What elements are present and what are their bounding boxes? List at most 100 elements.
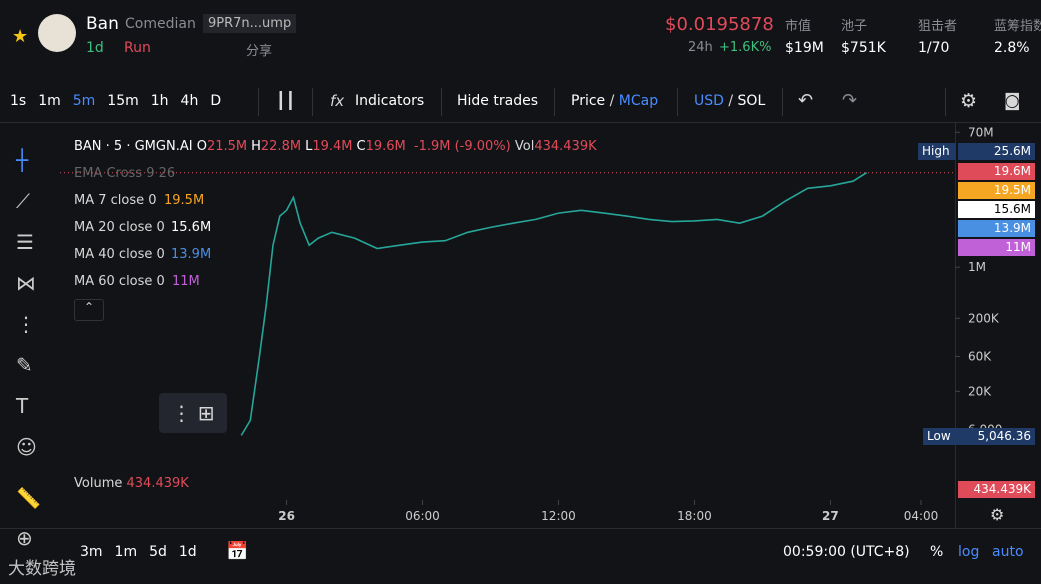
price-mcap[interactable]: Price / MCap: [571, 93, 659, 109]
interval[interactable]: 1h: [150, 93, 169, 109]
drawing-tools[interactable]: ┼ ⟋ ☰ ⋈ ⋮ ✎ T ☺: [16, 148, 37, 459]
floating-toolbar[interactable]: ⋮ ⊞: [159, 393, 227, 433]
separator: [258, 88, 259, 116]
collapse-legend[interactable]: ⌃: [74, 299, 104, 321]
interval[interactable]: 1m: [38, 93, 61, 109]
camera[interactable]: ◙: [1004, 91, 1021, 111]
x-tick-label: 18:00: [677, 509, 712, 523]
x-tick-label: 06:00: [405, 509, 440, 523]
calendar-icon[interactable]: 📅: [226, 541, 249, 562]
range[interactable]: 3m: [80, 544, 103, 560]
symbol: BAN · 5 · GMGN.AI: [74, 139, 193, 154]
separator: [945, 88, 946, 116]
percent[interactable]: %: [930, 544, 944, 560]
separator: [782, 88, 783, 116]
candle-icon[interactable]: ┃┃: [276, 91, 296, 110]
vol-label: Vol: [514, 139, 535, 154]
low-label: Low: [923, 428, 958, 445]
ohlc-value: 21.5M: [206, 139, 248, 154]
age: 1d: [86, 40, 104, 56]
watermark: 大数跨境: [8, 559, 76, 579]
price: $0.0195878: [665, 14, 774, 35]
ma-value: 15.6M: [171, 220, 212, 235]
interval[interactable]: D: [210, 93, 222, 109]
indicators[interactable]: Indicators: [355, 93, 425, 109]
divider: [0, 528, 1041, 529]
volume-name: Volume: [74, 476, 123, 491]
stat-value: $751K: [841, 40, 886, 56]
ma-value: 19.5M: [164, 193, 205, 208]
token-tag: Comedian: [125, 16, 196, 32]
range[interactable]: 5d: [149, 544, 167, 560]
range[interactable]: 1d: [178, 544, 197, 560]
level-badge: 13.9M: [958, 220, 1035, 237]
currency[interactable]: USD / SOL: [694, 93, 766, 109]
plot-border: [955, 122, 956, 528]
ohlc-key: H: [251, 139, 261, 154]
ohlc-key: O: [196, 139, 207, 154]
intervals: 1s 1m 5m 15m 1h 4h D: [10, 93, 233, 109]
range[interactable]: 1m: [114, 544, 138, 560]
high-badge: High 25.6M: [918, 143, 1035, 160]
ma-name: MA 7 close 0: [74, 193, 157, 208]
x-tick-label: 12:00: [541, 509, 576, 523]
auto[interactable]: auto: [992, 544, 1024, 560]
log[interactable]: log: [958, 544, 980, 560]
redo[interactable]: ↷: [842, 90, 858, 111]
interval[interactable]: 15m: [107, 93, 139, 109]
volume-badge: 434.439K: [958, 481, 1035, 498]
separator: [554, 88, 555, 116]
undo[interactable]: ↶: [798, 90, 814, 111]
hide-trades[interactable]: Hide trades: [457, 93, 538, 109]
share[interactable]: 分享: [246, 44, 273, 59]
stat-value: $19M: [785, 40, 824, 56]
divider: [0, 122, 1041, 123]
stat-label: 蓝筹指数: [994, 19, 1041, 34]
status: Run: [124, 40, 151, 56]
ohlc-key: L: [305, 139, 313, 154]
low-badge: Low 5,046.36: [923, 428, 1035, 445]
change: +1.6K%: [719, 40, 772, 55]
ma-name: MA 60 close 0: [74, 274, 165, 289]
price-toggle: Price: [571, 93, 606, 109]
volume-value: 434.439K: [126, 476, 189, 491]
ma-name: MA 20 close 0: [74, 220, 165, 235]
change-label: 24h: [688, 40, 713, 55]
interval[interactable]: 1s: [10, 93, 27, 109]
y-tick-label: 1M: [968, 260, 986, 274]
legend-line: BAN · 5 · GMGN.AI O21.5M H22.8M L19.4M C19.…: [74, 139, 597, 154]
separator: [312, 88, 313, 116]
fx-icon[interactable]: fx: [330, 92, 345, 110]
level-badge: 11M: [958, 239, 1035, 256]
interval[interactable]: 5m: [72, 93, 96, 109]
settings[interactable]: ⚙: [960, 90, 978, 112]
time: 00:59:00 (UTC+8): [783, 544, 910, 560]
ohlc-value: 22.8M: [260, 139, 302, 154]
star-icon[interactable]: ★: [12, 26, 29, 47]
x-tick-label: 04:00: [904, 509, 939, 523]
ma-value: 13.9M: [171, 247, 212, 262]
ohlc-key: C: [356, 139, 366, 154]
interval[interactable]: 4h: [180, 93, 199, 109]
separator: [677, 88, 678, 116]
address[interactable]: 9PR7n...ump: [203, 14, 297, 33]
stat-value: 2.8%: [994, 40, 1030, 56]
stat-label: 池子: [841, 19, 868, 34]
level-badge: 19.5M: [958, 182, 1035, 199]
token-name: Ban: [86, 14, 119, 34]
sol-toggle: SOL: [737, 93, 766, 109]
x-tick-label: 26: [278, 509, 295, 523]
ma-name: MA 40 close 0: [74, 247, 165, 262]
ohlc-value: 19.4M: [312, 139, 353, 154]
x-tick-label: 27: [822, 509, 839, 523]
level-badge: 19.6M: [958, 163, 1035, 180]
y-tick-label: 70M: [968, 125, 994, 139]
zoom-tools[interactable]: 📏 ⊕: [16, 486, 41, 550]
ma-value: 11M: [172, 274, 200, 289]
legend-change: -1.9M (-9.00%): [413, 139, 511, 154]
axis-settings[interactable]: ⚙: [990, 505, 1005, 524]
ohlc-value: 19.6M: [365, 139, 406, 154]
stat-label: 市值: [785, 19, 812, 34]
